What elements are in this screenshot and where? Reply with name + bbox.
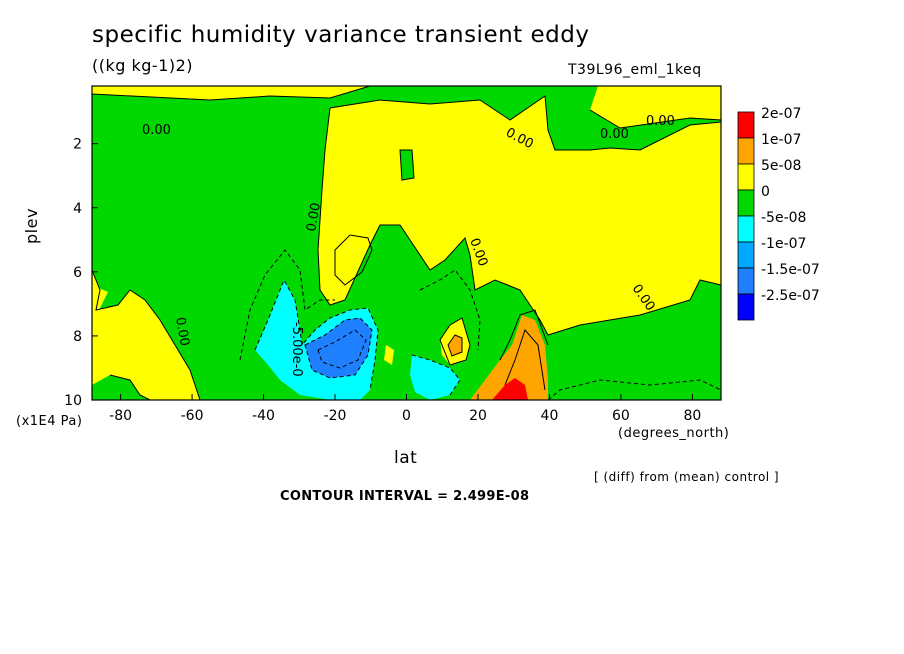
x-axis-ticks: -80 -60 -40 -20 0 20 40 60 80 (109, 394, 701, 424)
x-tick-label: 60 (612, 408, 630, 424)
y-tick-label: 8 (73, 329, 82, 345)
x-tick-label: 0 (402, 408, 411, 424)
legend-label: 5e-08 (761, 158, 801, 174)
legend-swatch (737, 267, 755, 295)
legend-swatch (737, 241, 755, 269)
positive-contour-subtropical (439, 317, 471, 366)
x-tick-label: -60 (181, 408, 204, 424)
central-positive-region (318, 96, 721, 335)
legend-label: 2e-07 (761, 106, 801, 122)
chart-units: ((kg kg-1)2) (92, 56, 194, 75)
legend-label: 1e-07 (761, 132, 801, 148)
contour-label: 0.00 (600, 127, 629, 142)
left-edge-positive (92, 285, 108, 312)
positive-contour-north (499, 309, 549, 361)
x-axis-units: (degrees_north) (618, 426, 730, 441)
zero-contour-equator-pocket (399, 149, 415, 181)
legend-label: -1e-07 (761, 236, 806, 252)
x-tick-label: 80 (683, 408, 701, 424)
equatorial-negative-pocket (400, 150, 414, 180)
negative-contour-southern-core (317, 329, 367, 369)
legend-swatch (737, 215, 755, 243)
legend-swatch (737, 293, 755, 321)
contour-interval-label: CONTOUR INTERVAL = 2.499E-08 (280, 489, 530, 504)
legend-swatch (737, 189, 755, 217)
color-legend: 2e-07 1e-07 5e-08 0 -5e-08 -1e-07 -1.5e-07 -2.5… (737, 106, 820, 321)
negative-contour-outer (239, 249, 335, 361)
negative-contour-southern-inner (304, 317, 373, 379)
contour-label: 0.00 (304, 202, 324, 233)
equatorial-negative-region (410, 355, 460, 400)
left-positive-region (92, 270, 200, 400)
small-positive-pocket (384, 345, 394, 365)
legend-label: 0 (761, 184, 770, 200)
northern-mid-positive-region (470, 315, 548, 400)
x-tick-label: -40 (252, 408, 275, 424)
southern-strong-negative-region (305, 318, 372, 378)
contour-fill-layer (92, 86, 721, 400)
northern-high-positive-region (492, 378, 528, 400)
legend-label: -5e-08 (761, 210, 806, 226)
y-tick-label: 10 (64, 393, 82, 409)
x-tick-label: 40 (541, 408, 559, 424)
negative-contour-southern (254, 278, 379, 391)
legend-swatch (737, 137, 755, 165)
zero-contour-upper (329, 95, 721, 151)
contour-label: 0.00 (646, 114, 675, 129)
contour-label: 0.00 (172, 316, 192, 347)
zero-contour-left-bottom (109, 374, 151, 400)
chart-title: specific humidity variance transient edd… (92, 22, 590, 48)
legend-label: -2.5e-07 (761, 288, 820, 304)
x-tick-label: 20 (469, 408, 487, 424)
y-tick-label: 2 (73, 137, 82, 153)
contour-label: -5.00e-0 (289, 322, 304, 377)
run-name: T39L96_eml_1keq (568, 62, 702, 78)
negative-contour-equatorial-outer (419, 269, 481, 351)
legend-label: -1.5e-07 (761, 262, 820, 278)
zero-contour-main (317, 107, 721, 336)
y-axis-multiplier: (x1E4 Pa) (16, 414, 83, 429)
top-right-positive-region (590, 86, 721, 128)
contour-label: 0.00 (142, 123, 171, 138)
x-axis-label: lat (394, 448, 418, 468)
negative-contour-north-low (547, 379, 721, 400)
x-tick-label: -20 (324, 408, 347, 424)
y-axis-ticks: 2 4 6 8 10 (64, 137, 98, 409)
legend-swatch (737, 163, 755, 191)
contour-line-layer (92, 86, 721, 400)
y-tick-label: 6 (73, 265, 82, 281)
zero-contour-top-left (92, 86, 371, 101)
diff-note: [ (diff) from (mean) control ] (594, 470, 780, 484)
positive-contour-north-2 (504, 329, 546, 391)
legend-swatch (737, 111, 755, 139)
negative-contour-layer (239, 249, 721, 400)
positive-contour-subtropical-2 (447, 334, 463, 357)
positive-contour-inner (334, 234, 373, 286)
y-tick-label: 4 (73, 201, 82, 217)
zero-contour-top-right (589, 109, 721, 129)
top-left-positive-region (92, 86, 370, 100)
zero-contour-left (92, 269, 201, 400)
x-tick-label: -80 (109, 408, 132, 424)
